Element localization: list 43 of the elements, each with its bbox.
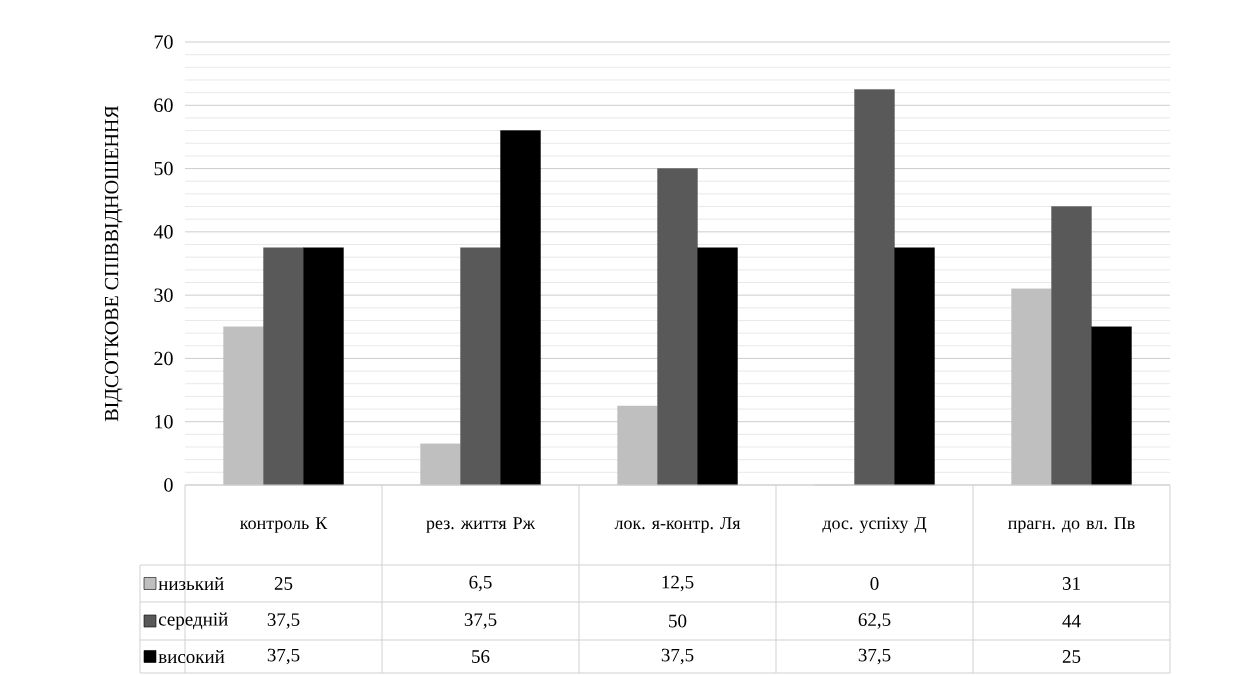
y-tick-label: 0 — [164, 478, 173, 492]
y-tick-label: 20 — [154, 351, 173, 366]
bar — [460, 247, 501, 486]
data-label: 44 — [1062, 614, 1081, 628]
bar — [263, 247, 304, 486]
bar — [1091, 326, 1132, 486]
data-label: 25 — [274, 577, 293, 590]
bar — [657, 168, 698, 486]
y-tick-label: 10 — [155, 414, 173, 429]
bar — [303, 247, 344, 486]
legend-label: високий — [158, 649, 225, 664]
y-tick-label: 40 — [153, 225, 173, 239]
data-label: 0 — [870, 577, 879, 590]
bar — [420, 443, 461, 486]
y-tick-label: 70 — [154, 35, 173, 49]
y-tick-label: 50 — [154, 161, 173, 176]
x-tick-label: контроль К — [240, 517, 328, 533]
legend-label: низький — [158, 576, 224, 591]
x-tick-label: лок. я-контр. Ля — [614, 517, 741, 533]
data-label: 37,5 — [267, 648, 300, 665]
data-label: 12,5 — [662, 575, 694, 592]
bar — [697, 247, 738, 486]
data-label: 37,5 — [858, 648, 891, 665]
data-label: 37,5 — [267, 613, 300, 629]
data-label: 37,5 — [464, 613, 497, 629]
y-tick-label: 60 — [154, 98, 173, 113]
bar — [894, 247, 935, 486]
bar — [1051, 206, 1092, 486]
data-label: 37,5 — [661, 648, 694, 665]
data-label: 50 — [669, 614, 687, 628]
data-label: 56 — [472, 650, 490, 663]
data-label: 31 — [1062, 577, 1080, 590]
y-tick-label: 30 — [154, 288, 173, 302]
x-tick-label: прагн. до вл. Пв — [1008, 517, 1135, 533]
data-label: 25 — [1062, 650, 1081, 663]
x-tick-label: рез. життя Рж — [426, 517, 536, 533]
legend-label: середній — [158, 612, 228, 630]
bar — [854, 89, 895, 486]
bar — [500, 130, 541, 486]
y-axis-title: ВІДСОТКОВЕ СПІВВІДНОШЕННЯ — [104, 105, 123, 422]
x-tick-label: дос. успіху Д — [822, 517, 927, 533]
data-label: 6,5 — [469, 575, 492, 592]
data-label: 62,5 — [858, 613, 891, 629]
